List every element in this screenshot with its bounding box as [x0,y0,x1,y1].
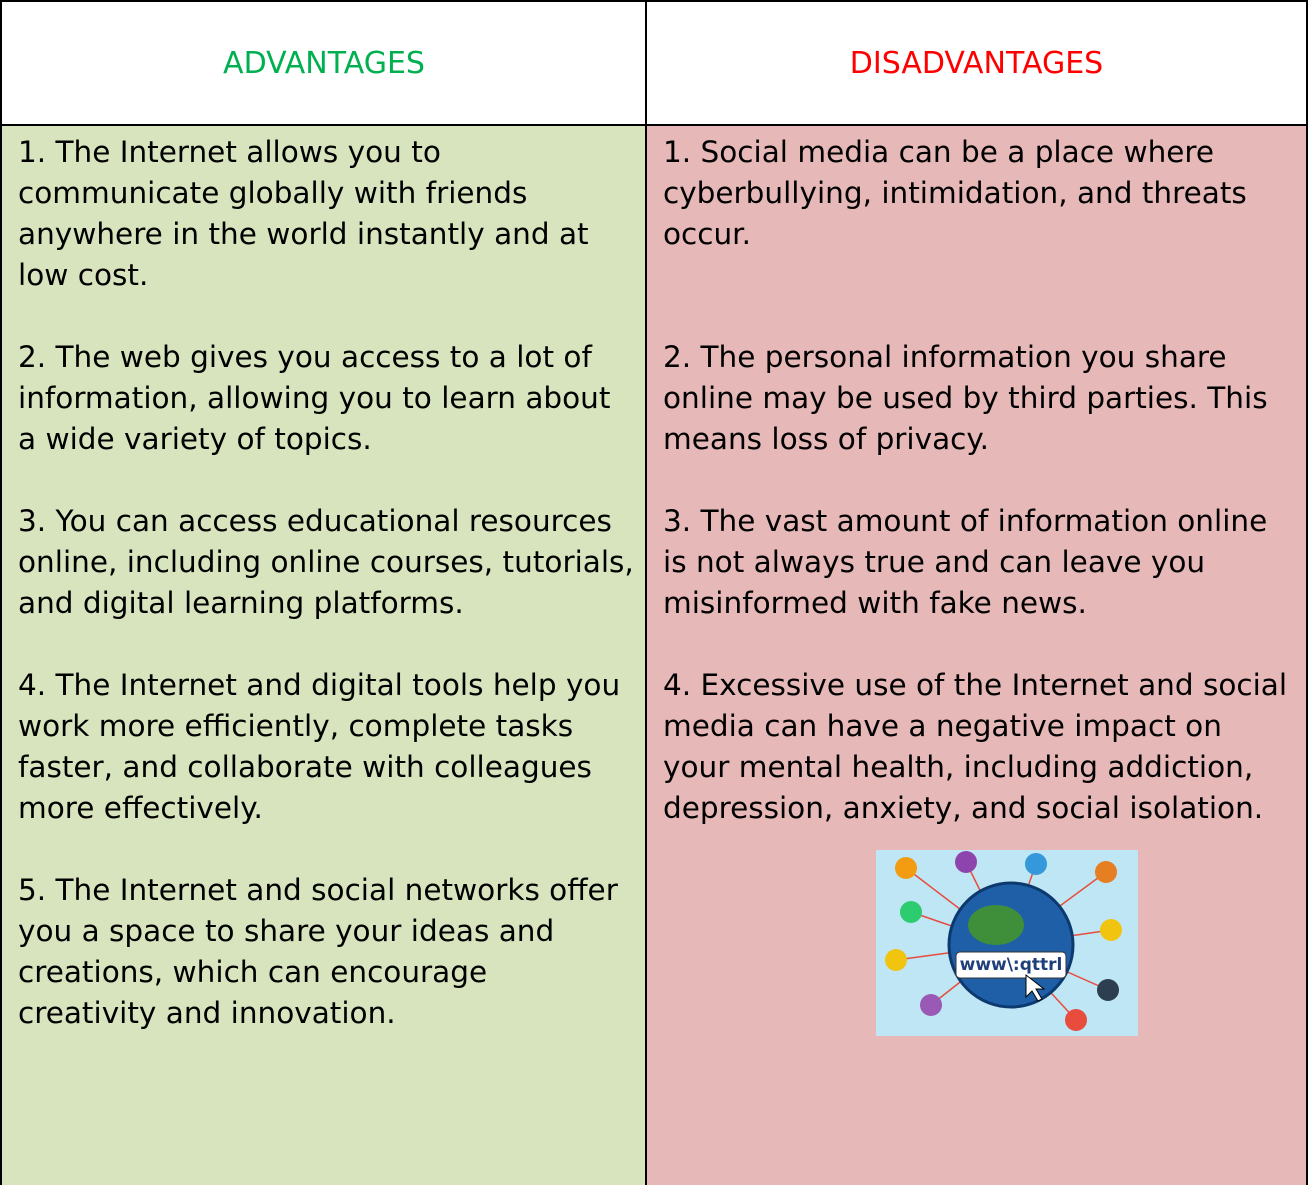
list-item: 3. The vast amount of information online… [663,504,1268,620]
icon [895,857,917,879]
list-item: 1. Social media can be a place where cyb… [663,135,1247,251]
icon [1025,853,1047,875]
column-header: DISADVANTAGES [647,2,1306,126]
list-item: 5. The Internet and social networks offe… [18,873,618,1030]
url-bar [955,951,1067,979]
icon [1097,979,1119,1001]
column-header: ADVANTAGES [2,2,646,126]
icon [1095,861,1117,883]
disadvantages-column: DISADVANTAGES 1. Social media can be a p… [645,2,1308,1185]
icon [1065,1009,1087,1031]
icon [900,901,922,923]
icon [1100,919,1122,941]
icon [885,949,907,971]
cursor [1025,973,1046,1002]
list-item: 3. You can access educational resources … [18,504,634,620]
list-item: 2. The personal information you share on… [663,340,1268,456]
column-body: 1. Social media can be a place where cyb… [647,126,1306,1185]
globe [947,881,1075,1009]
continent [968,905,1024,945]
icon [920,994,942,1016]
advantages-column: ADVANTAGES 1. The Internet allows you to… [0,2,646,1185]
icon [955,851,977,873]
list-item: 4. The Internet and digital tools help y… [18,668,621,825]
column-body: 1. The Internet allows you to communicat… [2,126,646,1185]
internet-illustration: www\:qttrl [876,850,1138,1036]
list-item: 2. The web gives you access to a lot of … [18,340,611,456]
url-text: www\:qttrl [960,955,1063,975]
list-item: 4. Excessive use of the Internet and soc… [663,668,1288,825]
list-item: 1. The Internet allows you to communicat… [18,135,589,292]
